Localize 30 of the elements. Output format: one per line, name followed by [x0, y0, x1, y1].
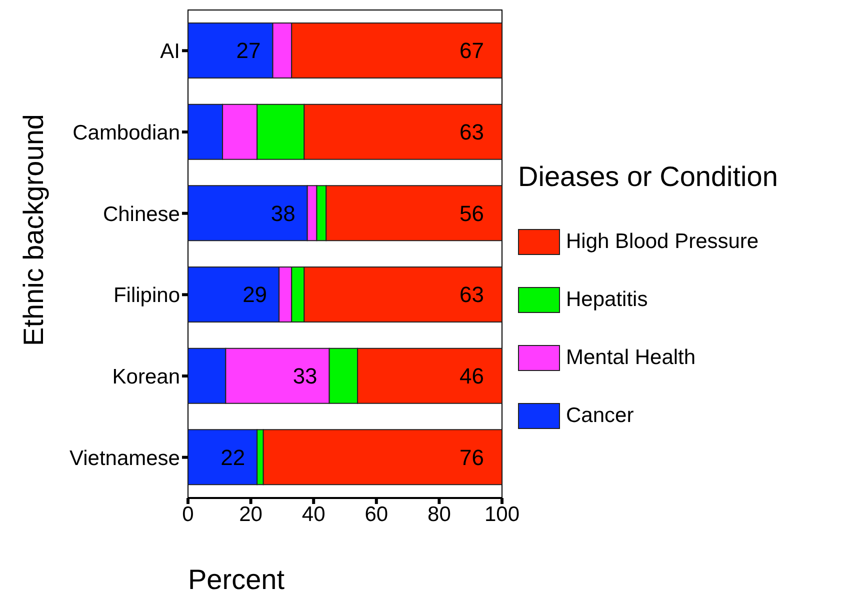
- data-label: 27: [236, 38, 261, 64]
- data-label: 46: [460, 364, 484, 389]
- y-tick-label: Vietnamese: [69, 446, 180, 470]
- data-label: 76: [460, 444, 484, 470]
- y-axis-title: Ethnic background: [18, 114, 50, 346]
- x-tick-label: 0: [182, 502, 194, 526]
- y-tick-label: Filipino: [113, 284, 180, 308]
- legend-label: Mental Health: [566, 346, 696, 370]
- data-label: 33: [292, 364, 318, 389]
- y-tick-label: Cambodian: [72, 121, 180, 144]
- data-label: 38: [270, 200, 296, 226]
- legend-label: Hepatitis: [566, 288, 648, 312]
- x-axis-title: Percent: [188, 564, 284, 596]
- data-label: 63: [460, 120, 484, 145]
- y-tick-label: Korean: [112, 365, 180, 388]
- x-tick-label: 20: [239, 502, 262, 526]
- data-label: 67: [460, 38, 484, 64]
- x-tick-label: 100: [484, 502, 520, 526]
- legend-label: Cancer: [566, 404, 634, 428]
- legend-title: Dieases or Condition: [518, 161, 779, 193]
- y-tick-label: AI: [160, 40, 180, 64]
- x-tick-label: 40: [302, 502, 326, 526]
- legend-label: High Blood Pressure: [566, 230, 759, 254]
- data-label: 63: [460, 282, 484, 308]
- y-tick-label: Chinese: [102, 202, 180, 226]
- x-tick-label: 60: [364, 502, 388, 526]
- data-label: 29: [242, 282, 268, 308]
- data-label: 22: [220, 444, 246, 470]
- data-label: 56: [460, 200, 484, 226]
- x-tick-label: 80: [428, 502, 451, 526]
